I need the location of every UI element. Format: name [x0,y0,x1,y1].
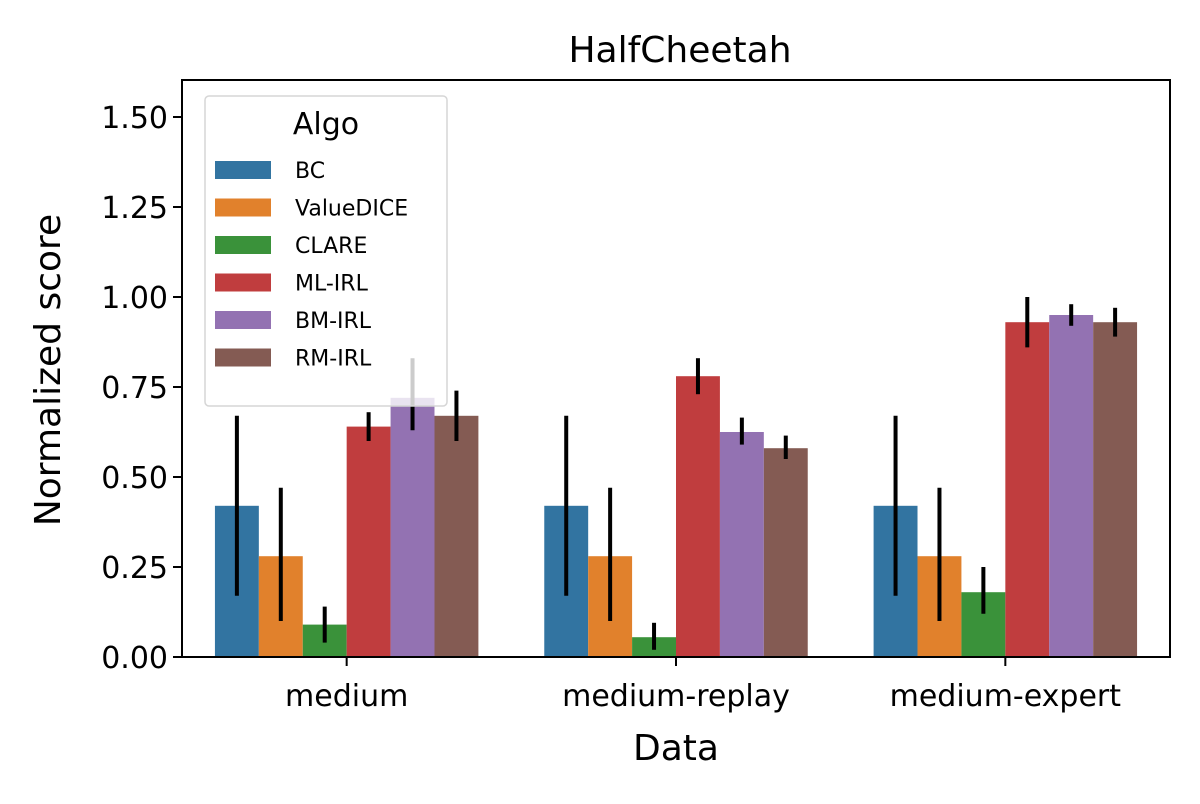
legend-label-valuedice: ValueDICE [295,197,408,222]
y-axis: 0.00 0.25 0.50 0.75 1.00 1.25 1.50 [101,101,182,676]
y-tick-label: 0.00 [101,641,168,676]
legend-swatch-clare [215,236,271,254]
bar-bm-irl-medium-expert [1049,315,1094,657]
bar-bm-irl-medium-replay [719,432,764,657]
x-axis: medium medium-replay medium-expert [285,657,1121,714]
legend-label-rm-irl: RM-IRL [295,347,372,372]
legend-swatch-rm-irl [215,348,271,367]
legend-label-clare: CLARE [295,234,367,259]
bar-ml-irl-medium-expert [1005,322,1050,657]
bar-ml-irl-medium-replay [676,376,720,657]
bar-rm-irl-medium [434,415,479,657]
bar-ml-irl-medium [346,426,391,657]
legend-label-ml-irl: ML-IRL [295,272,369,297]
x-tick-label: medium [285,679,408,714]
error-bars-layer [234,297,1118,650]
x-tick-label: medium-replay [562,679,790,714]
bar-rm-irl-medium-expert [1093,322,1138,657]
bar-bm-irl-medium [390,397,435,657]
legend-swatch-valuedice [215,198,271,217]
legend-label-bc: BC [295,159,325,184]
y-axis-label: Normalized score [28,214,69,526]
legend-swatch-bc [215,161,271,179]
chart-title: HalfCheetah [568,30,791,71]
y-tick-label: 1.50 [101,101,168,136]
legend-title: Algo [293,107,359,142]
y-tick-label: 0.50 [101,461,168,496]
y-tick-label: 1.25 [101,191,168,226]
bar-rm-irl-medium-replay [763,448,808,657]
legend: Algo BC ValueDICE CLARE ML-IRL BM-IRL RM-IRL [204,95,448,407]
legend-swatch-bm-irl [215,311,271,329]
legend-label-bm-irl: BM-IRL [295,309,372,334]
y-tick-label: 1.00 [101,281,168,316]
x-axis-label: Data [633,728,719,769]
y-tick-label: 0.75 [101,371,168,406]
x-tick-label: medium-expert [890,679,1122,714]
legend-swatch-ml-irl [215,273,271,292]
y-tick-label: 0.25 [101,551,168,586]
